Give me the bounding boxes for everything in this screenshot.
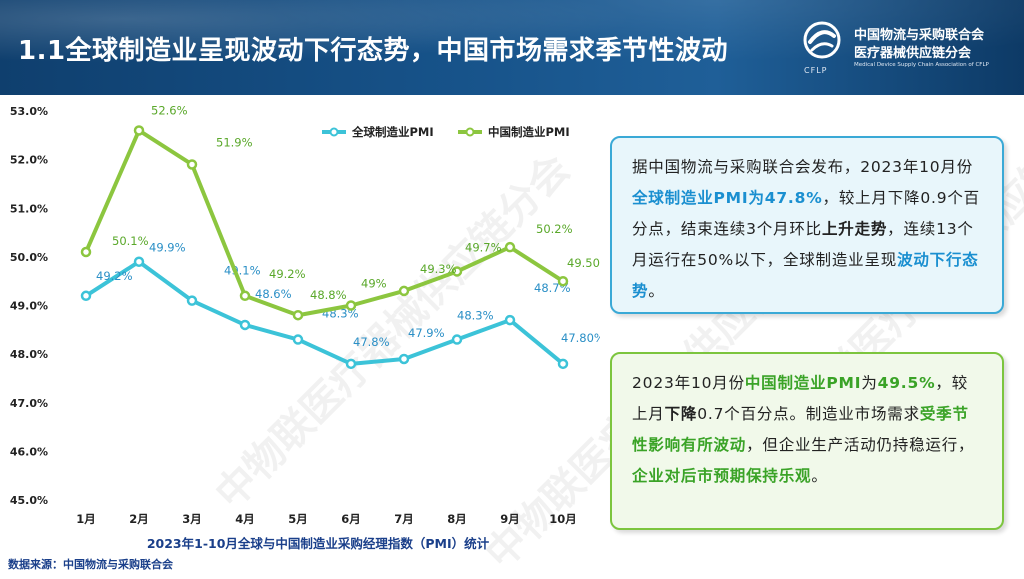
highlight-text: 中国制造业PMI [744, 374, 862, 392]
data-point [239, 319, 251, 331]
y-tick-label: 52.0% [10, 154, 48, 167]
logo-abbreviation: CFLP [804, 66, 828, 75]
data-label: 52.6% [151, 103, 188, 117]
data-point [292, 309, 304, 321]
x-tick-label: 3月 [182, 512, 202, 526]
data-point [345, 300, 357, 311]
data-label: 48.8% [310, 288, 347, 302]
highlight-text: 全球制造业PMI为47.8% [632, 189, 823, 207]
legend-entry: 中国制造业PMI [488, 125, 570, 139]
data-point [133, 256, 145, 267]
summary-text: ，较上月 [632, 374, 969, 423]
data-point [133, 125, 145, 136]
data-point [398, 353, 410, 365]
logo-branch-name: 医疗器械供应链分会 [854, 46, 972, 61]
y-tick-label: 46.0% [10, 445, 48, 458]
highlight-text: 上升走势 [821, 220, 888, 238]
summary-text: ，较上月下降0.9个百分点，结束连续3个月环比 [632, 189, 980, 238]
highlight-text: 企业对后市预期保持乐观 [632, 467, 812, 485]
x-tick-label: 9月 [500, 512, 520, 526]
data-label: 50.1% [112, 234, 149, 248]
x-tick-label: 6月 [341, 512, 361, 526]
legend-marker [329, 127, 339, 137]
highlight-text: 49.5% [877, 374, 936, 392]
summary-text: 。 [811, 467, 828, 485]
data-point [292, 334, 304, 345]
highlight-text: 下降 [664, 405, 698, 423]
data-label: 48.3% [457, 309, 494, 323]
pmi-line-chart: 45.0% 46.0% 47.0% 48.0% 49.0% 50.0% 51.0% 52.0%… [10, 103, 600, 551]
data-label: 47.80% [561, 331, 600, 345]
global-pmi-summary-box: 据中国物流与采购联合会发布，2023年10月份全球制造业PMI为47.8%，较上… [610, 136, 1004, 314]
x-tick-label: 1月 [76, 512, 96, 526]
chart-title: 2023年1-10月全球与中国制造业采购经理指数（PMI）统计 [147, 536, 490, 551]
data-point [186, 295, 198, 306]
data-source: 数据来源：中国物流与采购联合会 [8, 558, 173, 571]
logo-english-name: Medical Device Supply Chain Association … [854, 62, 989, 68]
data-label: 48.6% [255, 287, 292, 301]
data-point [239, 290, 251, 302]
summary-text: 0.7个百分点。制造业市场需求 [697, 405, 920, 423]
data-point [451, 334, 463, 345]
data-point [398, 285, 410, 297]
y-tick-label: 50.0% [10, 251, 48, 264]
org-logo: CFLP 中国物流与采购联合会 医疗器械供应链分会 Medical Device… [800, 18, 1015, 78]
y-tick-label: 53.0% [10, 105, 48, 118]
data-label: 49.50% [567, 256, 600, 270]
data-label: 50.2% [536, 222, 573, 236]
china-pmi-summary-box: 2023年10月份中国制造业PMI为49.5%，较上月下降0.7个百分点。制造业… [610, 352, 1004, 530]
x-tick-label: 8月 [447, 512, 467, 526]
logo-org-name: 中国物流与采购联合会 [854, 28, 985, 43]
header-banner: 1.1全球制造业呈现波动下行态势，中国市场需求季节性波动 CFLP 中国物流与采… [0, 0, 1024, 95]
data-point [504, 241, 516, 253]
data-point [557, 275, 569, 287]
summary-text: ，连续13个月运行在50%以下，全球制造业呈现 [632, 220, 974, 269]
x-tick-label: 2月 [129, 512, 149, 526]
cflp-logo-icon [803, 21, 841, 59]
data-label: 49.3% [420, 262, 457, 276]
y-tick-label: 51.0% [10, 202, 48, 215]
y-tick-label: 48.0% [10, 348, 48, 361]
header-background [0, 0, 1024, 95]
series-line [84, 128, 565, 318]
highlight-text: 受季节性影响有所波动 [632, 405, 969, 454]
data-point [80, 246, 92, 258]
data-label: 49.2% [96, 269, 133, 283]
summary-text: 2023年10月份 [632, 374, 745, 392]
data-point [80, 290, 92, 302]
data-point [504, 314, 516, 326]
y-tick-label: 49.0% [10, 300, 48, 313]
x-tick-label: 7月 [394, 512, 414, 526]
data-label: 47.8% [353, 335, 390, 349]
summary-text: 。 [648, 282, 665, 300]
y-tick-label: 47.0% [10, 397, 48, 410]
data-label: 51.9% [216, 135, 253, 149]
legend-entry: 全球制造业PMI [351, 125, 434, 139]
data-label: 47.9% [408, 326, 445, 340]
page-title: 1.1全球制造业呈现波动下行态势，中国市场需求季节性波动 [18, 36, 729, 66]
data-label: 49.7% [465, 240, 502, 254]
summary-text: 据中国物流与采购联合会发布，2023年10月份 [632, 158, 974, 176]
series-line [84, 259, 565, 366]
x-tick-label: 10月 [549, 512, 577, 526]
x-tick-label: 5月 [288, 512, 308, 526]
data-point [345, 358, 357, 370]
data-point [186, 159, 198, 170]
data-point [451, 266, 463, 277]
data-label: 49.9% [149, 241, 186, 255]
data-label: 49.2% [269, 267, 306, 281]
highlight-text: 波动下行态势 [632, 251, 979, 300]
data-label: 49.1% [224, 264, 261, 278]
summary-text: 为 [861, 374, 878, 392]
x-tick-label: 4月 [235, 512, 255, 526]
y-tick-label: 45.0% [10, 494, 48, 507]
legend-marker [465, 127, 475, 137]
data-label: 49% [361, 277, 387, 291]
summary-text: ，但企业生产活动仍持稳运行， [746, 436, 975, 454]
data-point [557, 358, 569, 370]
